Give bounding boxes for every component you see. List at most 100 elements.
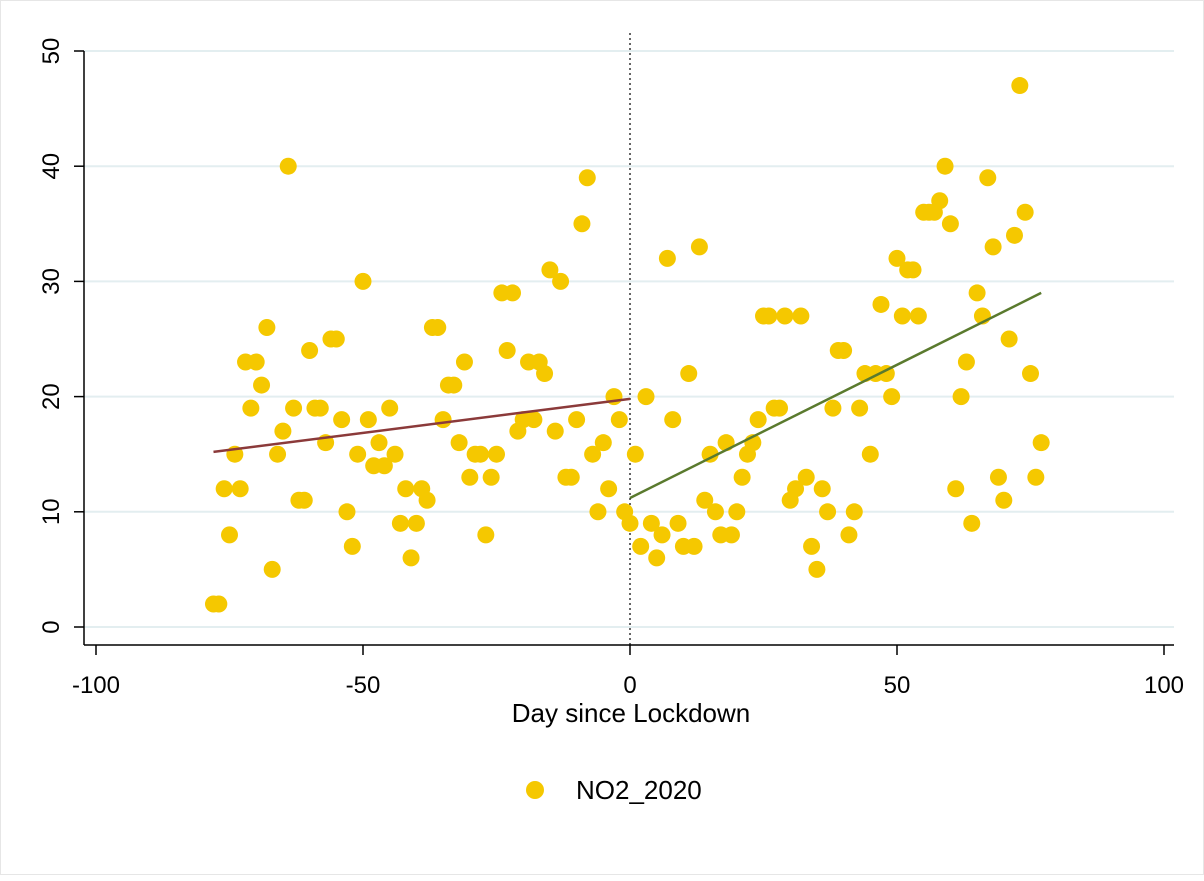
point-35 (391, 514, 409, 532)
point-40 (418, 491, 436, 509)
x-tick-label-50: 50 (884, 672, 911, 699)
point-93 (701, 445, 719, 463)
point-118 (835, 342, 853, 360)
y-tick-label-50: 50 (38, 38, 65, 65)
point-146 (984, 238, 1002, 256)
point-155 (1032, 434, 1050, 452)
point-114 (813, 480, 831, 498)
point-139 (947, 480, 965, 498)
point-145 (979, 169, 997, 187)
legend: NO2_2020 (526, 775, 702, 805)
x-tick-label--100: -100 (72, 672, 120, 699)
y-tick-label-40: 40 (38, 153, 65, 180)
point-78 (621, 514, 639, 532)
fit-line-1 (213, 397, 631, 454)
x-tick-label-0: 0 (623, 672, 636, 699)
point-147 (989, 468, 1007, 486)
point-32 (375, 457, 393, 475)
point-123 (861, 445, 879, 463)
point-23 (327, 330, 345, 348)
point-25 (338, 503, 356, 521)
point-14 (279, 157, 297, 175)
point-89 (680, 365, 698, 383)
legend-marker-no2-2020 (526, 781, 544, 799)
point-136 (931, 192, 949, 210)
point-71 (584, 445, 602, 463)
point-107 (776, 307, 794, 325)
point-26 (343, 537, 361, 555)
point-85 (658, 249, 676, 267)
point-10 (258, 318, 276, 336)
point-91 (690, 238, 708, 256)
point-31 (370, 434, 388, 452)
point-109 (787, 480, 805, 498)
data-points (204, 77, 1050, 613)
point-153 (1022, 365, 1039, 383)
point-36 (397, 480, 415, 498)
point-72 (589, 503, 607, 521)
point-104 (760, 307, 778, 325)
tick-labels: 0 10 20 30 40 50 -100 -50 0 50 100 (38, 38, 1184, 699)
point-94 (706, 503, 724, 521)
y-tick-label-10: 10 (38, 498, 65, 525)
point-110 (792, 307, 810, 325)
point-111 (797, 468, 815, 486)
point-121 (851, 399, 869, 417)
point-69 (573, 215, 591, 233)
point-119 (840, 526, 858, 544)
point-120 (845, 503, 863, 521)
point-33 (381, 399, 399, 417)
point-60 (525, 411, 543, 429)
point-96 (717, 434, 735, 452)
point-68 (568, 411, 586, 429)
point-92 (696, 491, 714, 509)
point-87 (669, 514, 687, 532)
point-149 (1000, 330, 1018, 348)
point-138 (941, 215, 959, 233)
point-29 (359, 411, 377, 429)
point-127 (883, 388, 901, 406)
point-112 (803, 537, 821, 555)
y-tick-label-30: 30 (38, 268, 65, 295)
point-102 (749, 411, 767, 429)
point-28 (354, 272, 372, 290)
legend-label-no2-2020: NO2_2020 (576, 775, 702, 805)
point-150 (1005, 226, 1023, 244)
point-15 (285, 399, 303, 417)
point-148 (995, 491, 1013, 509)
x-tick-label--50: -50 (346, 672, 381, 699)
fit-line-2 (629, 291, 1042, 500)
point-37 (402, 549, 420, 567)
point-17 (295, 491, 313, 509)
point-45 (445, 376, 463, 394)
point-48 (461, 468, 479, 486)
point-34 (386, 445, 404, 463)
point-7 (242, 399, 260, 417)
point-83 (648, 549, 666, 567)
point-80 (632, 537, 650, 555)
point-79 (626, 445, 644, 463)
point-74 (600, 480, 618, 498)
point-99 (733, 468, 751, 486)
point-2 (215, 480, 233, 498)
point-90 (685, 537, 703, 555)
point-50 (471, 445, 489, 463)
point-20 (311, 399, 329, 417)
point-115 (819, 503, 837, 521)
point-132 (909, 307, 927, 325)
point-142 (963, 514, 981, 532)
point-141 (957, 353, 975, 371)
point-51 (477, 526, 495, 544)
point-38 (407, 514, 425, 532)
point-97 (722, 526, 740, 544)
point-27 (349, 445, 367, 463)
point-64 (546, 422, 564, 440)
point-42 (429, 318, 447, 336)
point-82 (642, 514, 660, 532)
point-47 (455, 353, 473, 371)
point-5 (231, 480, 249, 498)
gridlines (84, 50, 1174, 628)
point-125 (872, 295, 890, 313)
point-140 (952, 388, 970, 406)
